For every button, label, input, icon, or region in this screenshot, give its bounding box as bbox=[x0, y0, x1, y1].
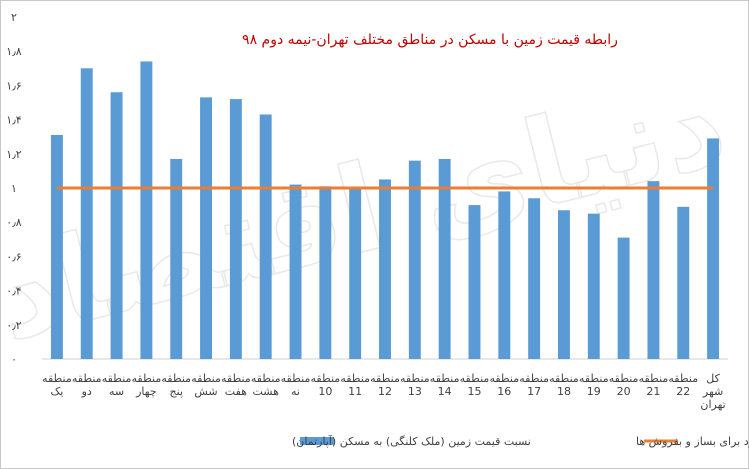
category-label: منطقه bbox=[251, 372, 281, 385]
bar bbox=[289, 184, 302, 359]
category-label: منطقه bbox=[489, 372, 519, 385]
category-label: منطقه bbox=[102, 372, 132, 385]
category-label: کل bbox=[706, 372, 720, 385]
legend-label-line: مرز روانی حاشیه سود برای بساز و بفروش ها bbox=[636, 435, 749, 448]
category-label: منطقه bbox=[72, 372, 102, 385]
y-tick-label: ۰ bbox=[11, 353, 17, 366]
bar bbox=[647, 181, 660, 359]
category-label: 16 bbox=[497, 385, 511, 398]
category-label: منطقه bbox=[310, 372, 340, 385]
category-label: 12 bbox=[378, 385, 392, 398]
category-label: منطقه bbox=[370, 372, 400, 385]
bar-layer bbox=[50, 61, 720, 360]
category-label: دو bbox=[81, 385, 92, 398]
category-label: منطقه bbox=[132, 372, 162, 385]
bar bbox=[528, 198, 541, 359]
y-tick-label: ۰٫۸ bbox=[6, 216, 21, 229]
category-label: یک bbox=[50, 385, 63, 398]
category-label: 13 bbox=[408, 385, 422, 398]
y-tick-label: ۰٫۶ bbox=[6, 250, 21, 263]
bar bbox=[80, 68, 93, 360]
category-label: منطقه bbox=[430, 372, 460, 385]
category-label: شهر bbox=[702, 385, 723, 398]
category-label: منطقه bbox=[549, 372, 579, 385]
y-tick-label: ۱٫۸ bbox=[6, 45, 21, 58]
category-label: 15 bbox=[467, 385, 481, 398]
category-label: منطقه bbox=[400, 372, 430, 385]
legend-label-bar: نسبت قیمت زمین (ملک کلنگی) به مسکن (آپار… bbox=[292, 434, 531, 448]
category-label: 22 bbox=[676, 385, 690, 398]
bar bbox=[349, 188, 362, 359]
category-label: نه bbox=[291, 385, 300, 398]
bar bbox=[170, 158, 183, 359]
category-label: منطقه bbox=[42, 372, 72, 385]
category-label: 21 bbox=[646, 385, 660, 398]
bar bbox=[200, 97, 213, 360]
chart-title: رابطه قیمت زمین با مسکن در مناطق مختلف ت… bbox=[242, 32, 618, 48]
y-tick-label: ۱٫۶ bbox=[6, 79, 21, 92]
category-label: 20 bbox=[617, 385, 631, 398]
y-tick-label: ۱٫۲ bbox=[6, 148, 21, 161]
axis-layer: ۰ ۰٫۲ ۰٫۴ ۰٫۶ ۰٫۸ ۱ ۱٫۲ ۱٫۴ ۱٫۶ ۱٫۸ ۲ bbox=[6, 11, 728, 366]
category-label: شش bbox=[194, 385, 217, 398]
category-label: تهران bbox=[700, 398, 725, 411]
bar bbox=[707, 138, 720, 359]
category-label: هشت bbox=[252, 385, 279, 398]
bar bbox=[50, 134, 63, 359]
y-tick-label: ۰٫۲ bbox=[6, 319, 21, 332]
legend-swatch-bar bbox=[300, 437, 334, 445]
bar bbox=[557, 210, 570, 359]
category-label: چهار bbox=[135, 385, 157, 398]
category-label: منطقه bbox=[281, 372, 311, 385]
category-label: منطقه bbox=[460, 372, 490, 385]
category-label: 19 bbox=[587, 385, 601, 398]
category-label: سه bbox=[109, 385, 124, 398]
bar bbox=[110, 92, 123, 360]
category-label: منطقه bbox=[609, 372, 639, 385]
category-label: 18 bbox=[557, 385, 571, 398]
category-label: منطقه bbox=[161, 372, 191, 385]
category-label: منطقه bbox=[519, 372, 549, 385]
category-label: 11 bbox=[348, 385, 362, 398]
category-label: پنج bbox=[169, 385, 182, 398]
bar bbox=[438, 158, 451, 359]
bar bbox=[408, 160, 421, 359]
bar bbox=[319, 186, 332, 359]
bar bbox=[498, 191, 511, 359]
category-label: 17 bbox=[527, 385, 541, 398]
y-tick-label: ۲ bbox=[11, 11, 17, 24]
bar bbox=[468, 205, 481, 359]
category-label-layer: منطقهیکمنطقهدومنطقهسهمنطقهچهارمنطقهپنجمن… bbox=[42, 372, 726, 411]
y-tick-label: ۱ bbox=[11, 182, 17, 195]
bar bbox=[140, 61, 153, 360]
bar bbox=[229, 99, 242, 359]
category-label: 10 bbox=[318, 385, 332, 398]
category-label: منطقه bbox=[639, 372, 669, 385]
y-tick-label: ۰٫۴ bbox=[6, 285, 21, 298]
category-label: منطقه bbox=[340, 372, 370, 385]
bar bbox=[259, 114, 272, 359]
category-label: هفت bbox=[225, 385, 247, 398]
bar bbox=[587, 213, 600, 359]
bar bbox=[677, 206, 690, 359]
category-label: منطقه bbox=[191, 372, 221, 385]
legend: مرز روانی حاشیه سود برای بساز و بفروش ها… bbox=[292, 434, 749, 448]
bar bbox=[379, 179, 391, 359]
bar bbox=[617, 237, 630, 359]
category-label: 14 bbox=[438, 385, 452, 398]
category-label: منطقه bbox=[221, 372, 251, 385]
category-label: منطقه bbox=[668, 372, 698, 385]
y-tick-label: ۱٫۴ bbox=[6, 114, 21, 127]
category-label: منطقه bbox=[579, 372, 609, 385]
